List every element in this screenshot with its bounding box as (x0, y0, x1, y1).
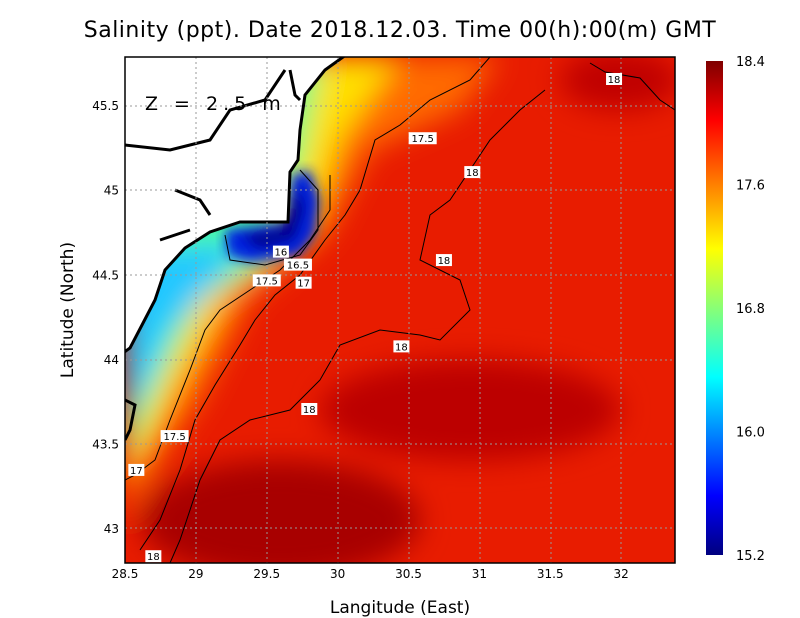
colorbar (706, 61, 723, 555)
contour-label: 18 (466, 168, 479, 179)
contour-label-box (252, 274, 281, 287)
contour-label: 18 (303, 405, 316, 416)
y-tick-label: 43.5 (92, 438, 119, 452)
contour-labels: 18 17.5 18 18 18 18 17.5 17.5 17 16 16.5 17 18 (128, 73, 623, 563)
y-tick-label: 44 (104, 353, 119, 367)
contour-label: 16.5 (287, 261, 309, 272)
colorbar-tick-label: 16.0 (736, 426, 765, 441)
contour-label: 17.5 (412, 134, 434, 145)
contour-label-box (272, 245, 289, 258)
contour-label-box (128, 463, 145, 476)
contour-label-box (435, 254, 452, 267)
x-axis-label: Langitude (East) (329, 598, 471, 618)
plot-frame (124, 56, 676, 564)
x-tick-label: 31 (472, 567, 487, 581)
chart-title: Salinity (ppt). Date 2018.12.03. Time 00… (83, 18, 717, 43)
x-tick-label: 31.5 (537, 567, 564, 581)
y-axis-label: Latitude (North) (58, 241, 78, 379)
y-tick-labels: 45.5 45 44.5 44 43.5 43 (92, 99, 119, 536)
contour-label-box (464, 166, 481, 179)
contour-label-box (606, 73, 623, 85)
land-mass (125, 57, 346, 354)
x-tick-labels: 28.5 29 29.5 30 30.5 31 31.5 32 (112, 567, 629, 581)
contour-label-box (283, 258, 312, 271)
y-tick-label: 45 (104, 184, 119, 198)
west-coastline (125, 398, 137, 441)
contour-label: 17 (297, 279, 310, 290)
colorbar-tick-label: 15.2 (736, 549, 765, 564)
contour-label: 17.5 (163, 432, 185, 443)
grid-lines (125, 57, 675, 563)
x-tick-label: 32 (613, 567, 628, 581)
y-tick-label: 45.5 (92, 99, 119, 113)
x-tick-label: 29 (188, 567, 203, 581)
y-tick-label: 44.5 (92, 268, 119, 282)
x-tick-label: 30 (330, 567, 345, 581)
contour-label: 18 (395, 342, 408, 353)
contour-label-box (408, 132, 437, 145)
contour-label-box (160, 430, 189, 443)
contour-label: 16 (275, 248, 288, 259)
colorbar-tick-labels: 18.4 17.6 16.8 16.0 15.2 (736, 55, 765, 564)
river-coastline (125, 69, 302, 242)
colorbar-tick-label: 18.4 (736, 55, 765, 70)
contour-label-box (393, 340, 410, 353)
contour-label: 17 (130, 466, 143, 477)
contour-label-box (295, 276, 312, 289)
depth-label: Z = 2.5 m (145, 93, 286, 115)
contour-label: 18 (438, 256, 451, 267)
contour-label: 18 (147, 552, 160, 563)
contour-label-box (145, 550, 162, 563)
x-tick-label: 30.5 (395, 567, 422, 581)
contour-label-box (301, 403, 318, 415)
contour-label: 17.5 (256, 276, 278, 287)
colorbar-tick-label: 17.6 (736, 179, 765, 194)
salinity-field: 18 17.5 18 18 18 18 17.5 17.5 17 16 16.5 17 18 (125, 57, 675, 563)
colorbar-tick-label: 16.8 (736, 302, 765, 317)
x-tick-label: 28.5 (112, 567, 139, 581)
x-tick-label: 29.5 (253, 567, 280, 581)
y-tick-label: 43 (104, 522, 119, 536)
contour-label: 18 (608, 75, 621, 86)
